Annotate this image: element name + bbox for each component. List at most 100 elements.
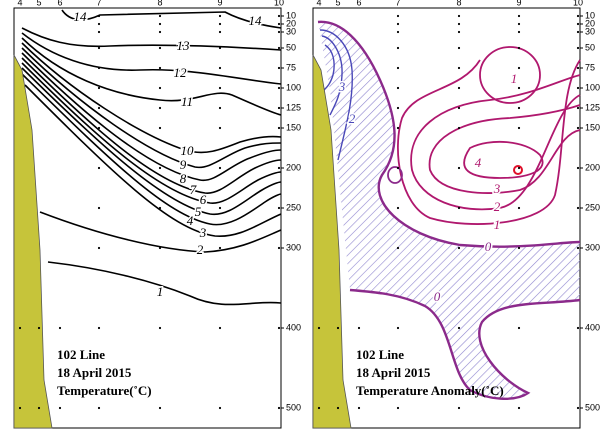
contours	[21, 9, 282, 306]
station-dot	[97, 206, 101, 210]
annotation: 102 Line	[356, 347, 404, 362]
contour-label: 0	[485, 239, 492, 254]
station-dot	[396, 126, 400, 130]
station-dot	[396, 166, 400, 170]
contour	[321, 35, 343, 116]
station-dot	[277, 166, 281, 170]
max-marker	[513, 165, 523, 175]
station-dot	[517, 14, 521, 18]
station-dot	[158, 66, 162, 70]
station-dot	[158, 30, 162, 34]
contour	[21, 42, 282, 154]
station-dot	[396, 46, 400, 50]
station-label: 5	[335, 0, 340, 7]
y-tick-label: 20	[286, 18, 296, 28]
station-label: 10	[274, 0, 284, 7]
station-dot	[576, 246, 580, 250]
contour-label: 14	[249, 13, 263, 28]
station-dot	[576, 14, 580, 18]
station-dot	[218, 46, 222, 50]
station-dot	[396, 406, 400, 410]
station-dot	[277, 406, 281, 410]
contour	[21, 32, 282, 85]
station-dot	[336, 406, 340, 410]
y-tick-label: 125	[585, 102, 600, 112]
station-dot	[517, 126, 521, 130]
contour	[21, 52, 282, 182]
contour-label: 3	[199, 225, 207, 240]
contour-label: 5	[195, 204, 202, 219]
contour-label: 2	[349, 111, 356, 126]
station-dot	[277, 30, 281, 34]
station-dot	[396, 206, 400, 210]
station-dot	[457, 106, 461, 110]
station-dot	[277, 14, 281, 18]
station-dot	[218, 30, 222, 34]
y-tick-label: 150	[585, 122, 600, 132]
station-dot	[158, 106, 162, 110]
station-dot	[158, 406, 162, 410]
contour-label: 4	[475, 155, 482, 170]
contour	[24, 84, 282, 237]
annotation: 18 April 2015	[356, 365, 431, 380]
station-label: 7	[96, 0, 101, 7]
station-dot	[576, 206, 580, 210]
annotation: 18 April 2015	[57, 365, 132, 380]
contour-label: 3	[493, 181, 501, 196]
station-dot	[396, 106, 400, 110]
y-tick-label: 500	[585, 402, 600, 412]
station-dot	[97, 30, 101, 34]
station-dot	[218, 326, 222, 330]
station-dot	[396, 22, 400, 26]
station-dot	[517, 30, 521, 34]
station-dot	[37, 406, 41, 410]
station-dot	[457, 86, 461, 90]
contour	[319, 29, 353, 161]
contour-label: 9	[180, 157, 187, 172]
station-dot	[457, 66, 461, 70]
station-dot	[457, 46, 461, 50]
contour-label: 4	[187, 213, 194, 228]
annotation: Temperature(˚C)	[57, 383, 152, 398]
station-dot	[97, 66, 101, 70]
station-dot	[396, 66, 400, 70]
station-dot	[218, 126, 222, 130]
station-dot	[396, 14, 400, 18]
y-tick-label: 400	[585, 322, 600, 332]
station-dot	[158, 206, 162, 210]
station-dot	[457, 206, 461, 210]
station-dot	[517, 86, 521, 90]
contour-label: 1	[157, 284, 164, 299]
y-tick-label: 10	[286, 10, 296, 20]
coast	[13, 54, 53, 429]
station-dot	[576, 46, 580, 50]
y-tick-label: 125	[286, 102, 301, 112]
contour-label: 13	[177, 38, 191, 53]
station-dot	[97, 126, 101, 130]
station-dot	[277, 66, 281, 70]
station-dot	[277, 246, 281, 250]
y-tick-label: 20	[585, 18, 595, 28]
station-dot	[517, 106, 521, 110]
station-dot	[576, 66, 580, 70]
y-tick-label: 400	[286, 322, 301, 332]
y-tick-label: 200	[286, 162, 301, 172]
contours	[317, 20, 581, 400]
y-tick-label: 75	[286, 62, 296, 72]
station-label: 4	[316, 0, 321, 7]
contour	[317, 20, 581, 248]
contour-label: 11	[181, 94, 193, 109]
station-dot	[277, 86, 281, 90]
station-dot	[218, 66, 222, 70]
station-dot	[218, 22, 222, 26]
station-dot	[58, 326, 62, 330]
contour	[47, 261, 282, 306]
station-dot	[218, 166, 222, 170]
station-dot	[396, 246, 400, 250]
contour-label: 6	[200, 192, 207, 207]
contour	[21, 47, 282, 169]
station-dot	[357, 326, 361, 330]
y-tick-label: 100	[585, 82, 600, 92]
station-dot	[277, 46, 281, 50]
y-tick-label: 100	[286, 82, 301, 92]
